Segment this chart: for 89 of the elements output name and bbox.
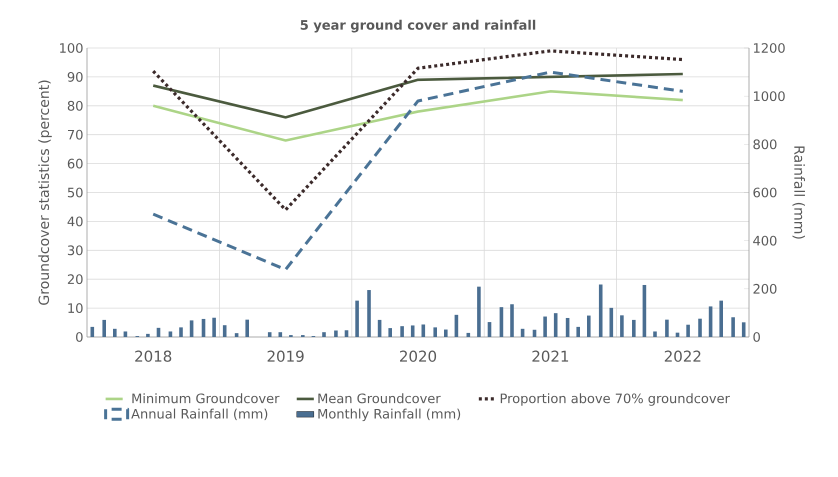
y-tick-label: 80	[68, 100, 83, 111]
y2-tick-label: 800	[753, 139, 776, 150]
y-tick-label: 40	[68, 216, 83, 226]
y2-tick-label: 600	[753, 188, 776, 198]
bar	[355, 300, 359, 337]
bar	[676, 332, 680, 337]
bar	[168, 331, 172, 337]
line-series	[152, 70, 684, 272]
y-tick-label: 10	[68, 303, 83, 314]
bar	[146, 334, 150, 337]
bar	[124, 331, 128, 337]
bar	[532, 330, 536, 337]
bar	[113, 328, 117, 337]
bar	[632, 320, 636, 337]
line-series	[152, 90, 684, 142]
legend-label: Proportion above 70% groundcover	[500, 393, 730, 406]
y-axis-title: Groundcover statistics (percent)	[38, 80, 52, 305]
y-tick-label: 60	[68, 158, 83, 169]
y-tick-label: 90	[68, 72, 83, 82]
bar	[620, 315, 624, 337]
bar	[102, 320, 106, 337]
bar	[378, 320, 382, 337]
x-tick-label: 2018	[135, 350, 172, 362]
bar	[433, 327, 438, 337]
bar	[179, 327, 183, 337]
y2-tick-label: 1200	[754, 43, 785, 53]
bar	[500, 307, 504, 337]
bar	[388, 328, 392, 337]
bar	[222, 325, 226, 337]
bar	[598, 284, 603, 337]
bar	[554, 313, 558, 337]
y-tick-label: 0	[76, 332, 83, 342]
line-series	[152, 49, 684, 212]
bar	[477, 286, 481, 337]
x-tick-label: 2021	[532, 350, 568, 362]
bar	[653, 331, 657, 337]
y2-tick-label: 200	[753, 284, 776, 294]
legend-label: Minimum Groundcover	[132, 393, 280, 404]
bar	[190, 320, 194, 337]
x-tick-label: 2022	[664, 350, 700, 362]
bar	[742, 322, 746, 337]
bar	[665, 320, 669, 337]
legend-label: Mean Groundcover	[318, 393, 441, 404]
bar	[212, 318, 216, 337]
bar	[278, 332, 282, 337]
y-tick-label: 30	[68, 245, 83, 256]
bar	[344, 330, 348, 337]
bar	[543, 316, 547, 337]
bar	[245, 320, 250, 337]
bar	[322, 332, 326, 337]
bar	[719, 300, 723, 337]
bar	[510, 304, 514, 337]
bar	[90, 326, 94, 337]
legend-label: Monthly Rainfall (mm)	[318, 408, 460, 422]
bar	[610, 308, 614, 337]
bar	[698, 318, 702, 337]
x-tick-label: 2019	[268, 350, 304, 362]
y2-tick-label: 1000	[754, 91, 785, 102]
y2-axis-title: Rainfall (mm)	[792, 146, 805, 239]
bar	[400, 326, 404, 337]
y-tick-label: 70	[68, 130, 83, 140]
bar	[234, 333, 238, 337]
bar	[444, 330, 448, 337]
y-tick-label: 100	[60, 43, 83, 53]
x-tick-label: 2020	[400, 350, 436, 362]
bar	[421, 324, 426, 337]
bar	[410, 325, 415, 337]
y-tick-label: 50	[68, 188, 83, 198]
bar	[576, 326, 580, 337]
bar	[367, 290, 371, 337]
bar	[566, 318, 570, 337]
legend-label: Annual Rainfall (mm)	[131, 408, 268, 420]
bar	[466, 332, 470, 337]
bar	[202, 318, 206, 337]
bar	[708, 306, 712, 337]
chart-title: 5 year ground cover and rainfall	[300, 20, 536, 32]
y2-tick-label: 0	[753, 332, 760, 342]
y2-tick-label: 400	[753, 236, 776, 246]
y-tick-label: 20	[68, 274, 83, 284]
bar	[586, 316, 591, 337]
bar	[488, 322, 492, 337]
bar	[686, 324, 690, 337]
bar	[454, 314, 458, 337]
bar	[731, 317, 735, 337]
bar	[268, 332, 272, 337]
bar	[334, 330, 338, 337]
bar	[642, 284, 646, 337]
bar	[156, 328, 160, 337]
bar	[520, 328, 524, 337]
